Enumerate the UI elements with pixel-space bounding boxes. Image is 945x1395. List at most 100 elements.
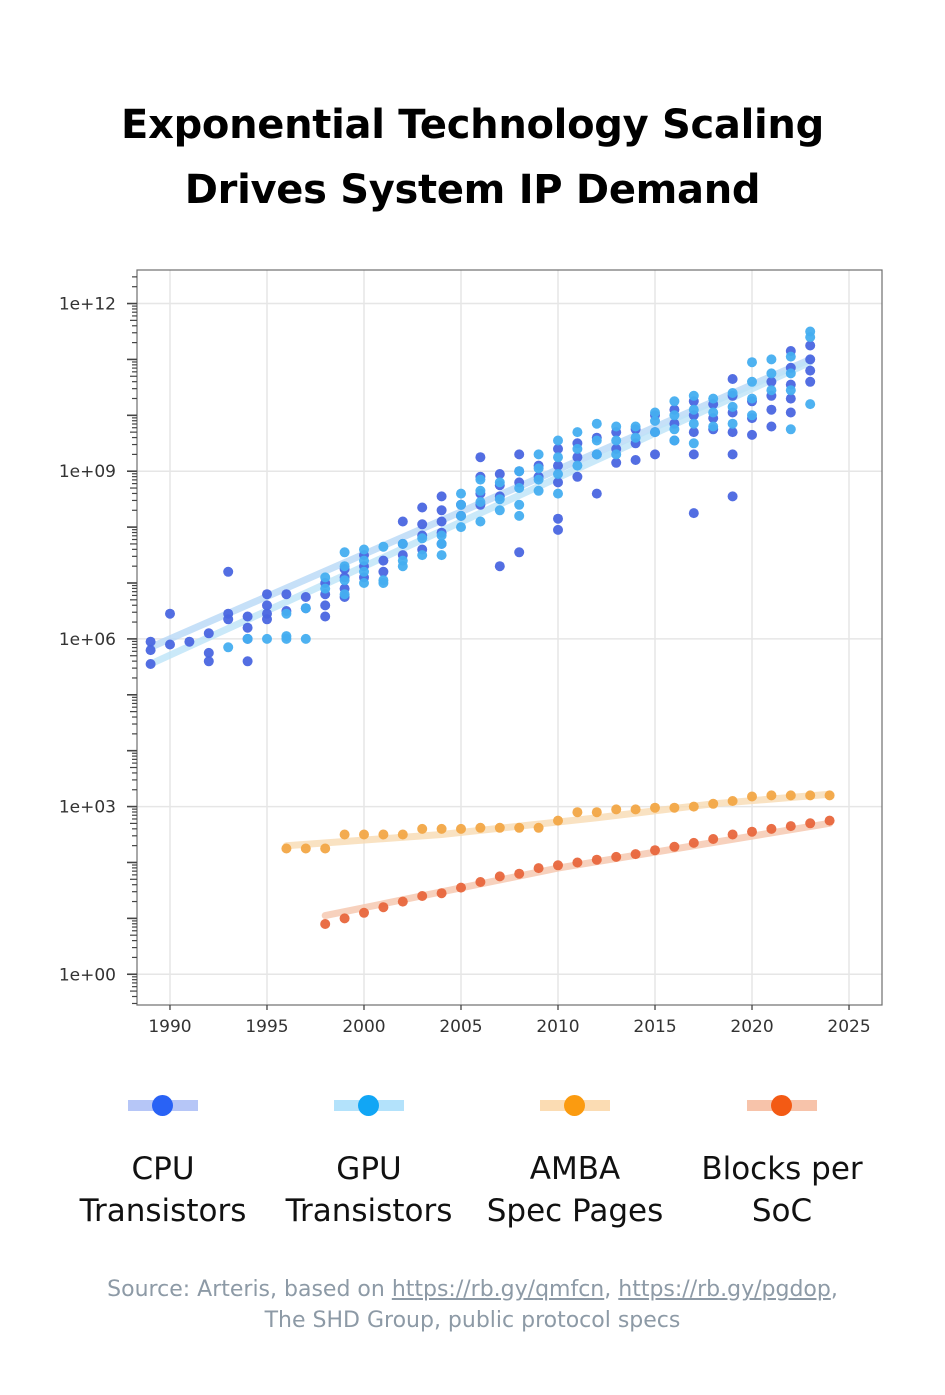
legend-label-amba-line-1: AMBA <box>529 1151 621 1187</box>
data-point-series-1 <box>436 550 447 561</box>
data-point-series-0 <box>747 429 757 440</box>
data-point-series-1 <box>669 396 680 407</box>
data-point-series-1 <box>436 538 447 549</box>
data-point-series-2 <box>494 822 505 833</box>
data-point-series-1 <box>669 424 680 435</box>
data-point-series-3 <box>747 826 757 837</box>
data-point-series-0 <box>320 600 331 611</box>
data-point-series-0 <box>184 636 195 647</box>
data-point-series-1 <box>688 404 699 415</box>
data-point-series-1 <box>747 393 757 404</box>
data-point-series-0 <box>223 614 234 625</box>
data-point-series-1 <box>688 438 699 449</box>
data-point-series-3 <box>669 841 680 852</box>
data-point-series-1 <box>669 410 680 421</box>
data-point-series-1 <box>320 583 331 594</box>
data-point-series-1 <box>708 393 719 404</box>
data-point-series-2 <box>456 823 466 834</box>
chart-title-line-1: Exponential Technology Scaling <box>121 102 824 148</box>
data-point-series-3 <box>824 815 835 826</box>
data-point-series-0 <box>650 449 660 460</box>
x-tick-label: 1990 <box>148 1017 191 1037</box>
data-point-series-0 <box>727 374 738 384</box>
data-point-series-1 <box>727 388 738 398</box>
data-point-series-0 <box>785 393 796 404</box>
data-point-series-1 <box>591 435 602 446</box>
data-point-series-1 <box>417 533 428 544</box>
data-point-series-0 <box>572 452 583 463</box>
data-point-series-0 <box>262 614 272 625</box>
data-point-series-0 <box>436 516 447 527</box>
legend-label-cpu-line-1: CPU <box>131 1151 195 1187</box>
data-point-series-0 <box>553 477 563 488</box>
data-point-series-2 <box>785 790 796 801</box>
source-line-1: Source: Arteris, based on https://rb.gy/… <box>0 1274 945 1305</box>
data-point-series-1 <box>242 633 253 644</box>
legend-label-cpu-line-2: Transistors <box>79 1193 247 1229</box>
data-point-series-1 <box>553 469 563 479</box>
data-point-series-1 <box>359 566 369 577</box>
data-point-series-0 <box>223 566 234 577</box>
data-point-series-1 <box>650 415 660 426</box>
data-point-series-0 <box>785 407 796 418</box>
data-point-series-3 <box>378 902 389 913</box>
legend-label-amba-line-2: Spec Pages <box>486 1193 664 1229</box>
y-tick-label: 1e+03 <box>59 798 116 818</box>
data-point-series-2 <box>281 843 292 854</box>
data-point-series-3 <box>805 818 816 829</box>
data-point-series-1 <box>533 463 544 474</box>
data-point-series-2 <box>417 823 428 834</box>
data-point-series-1 <box>378 578 389 588</box>
data-point-series-3 <box>553 860 563 871</box>
data-point-series-1 <box>475 474 486 485</box>
data-point-series-1 <box>766 354 777 365</box>
data-point-series-1 <box>727 418 738 429</box>
data-point-series-0 <box>417 519 428 530</box>
point-layer <box>145 326 835 929</box>
data-point-series-0 <box>553 443 563 454</box>
data-point-series-0 <box>475 452 486 463</box>
data-point-series-1 <box>688 418 699 429</box>
data-point-series-3 <box>514 868 525 879</box>
legend-key-gpu <box>264 1090 474 1122</box>
data-point-series-3 <box>630 849 641 860</box>
data-point-series-0 <box>805 354 816 365</box>
legend-key-blocks <box>677 1090 887 1122</box>
data-point-series-1 <box>669 435 680 446</box>
data-point-series-2 <box>553 815 563 826</box>
data-point-series-1 <box>747 410 757 421</box>
source-link-2[interactable]: https://rb.gy/pgdop <box>618 1277 831 1302</box>
data-point-series-1 <box>320 572 331 583</box>
chart-title-line-2: Drives System IP Demand <box>184 167 761 213</box>
source-link-1[interactable]: https://rb.gy/qmfcn <box>391 1277 605 1302</box>
data-point-series-1 <box>475 485 486 496</box>
data-point-series-2 <box>378 829 389 840</box>
x-tick-label: 2015 <box>633 1017 676 1037</box>
data-point-series-1 <box>514 466 525 477</box>
scatter-chart: 1e+00 1e+03 1e+06 1e+09 1e+12 1990 1995 2000 200… <box>59 269 883 1037</box>
data-point-series-1 <box>359 544 369 555</box>
data-point-series-1 <box>785 424 796 435</box>
data-point-series-1 <box>533 485 544 496</box>
data-point-series-1 <box>514 483 525 493</box>
grid-layer <box>137 270 882 1005</box>
data-point-series-0 <box>165 608 175 619</box>
data-point-series-2 <box>397 829 408 840</box>
data-point-series-1 <box>572 427 583 438</box>
data-point-series-1 <box>805 399 816 410</box>
data-point-series-0 <box>397 516 408 527</box>
data-point-series-0 <box>203 656 214 667</box>
legend-item-amba-spec-pages: AMBA Spec Pages <box>470 1090 680 1232</box>
data-point-series-2 <box>688 801 699 812</box>
data-point-series-3 <box>766 823 777 834</box>
data-point-series-1 <box>708 407 719 418</box>
data-point-series-0 <box>145 636 156 647</box>
data-point-series-0 <box>514 449 525 460</box>
data-point-series-1 <box>494 494 505 505</box>
data-point-series-1 <box>747 357 757 368</box>
data-point-series-2 <box>708 798 719 809</box>
y-tick-label: 1e+09 <box>59 462 116 482</box>
data-point-series-1 <box>766 385 777 396</box>
data-point-series-2 <box>475 822 486 833</box>
data-point-series-1 <box>223 642 234 653</box>
